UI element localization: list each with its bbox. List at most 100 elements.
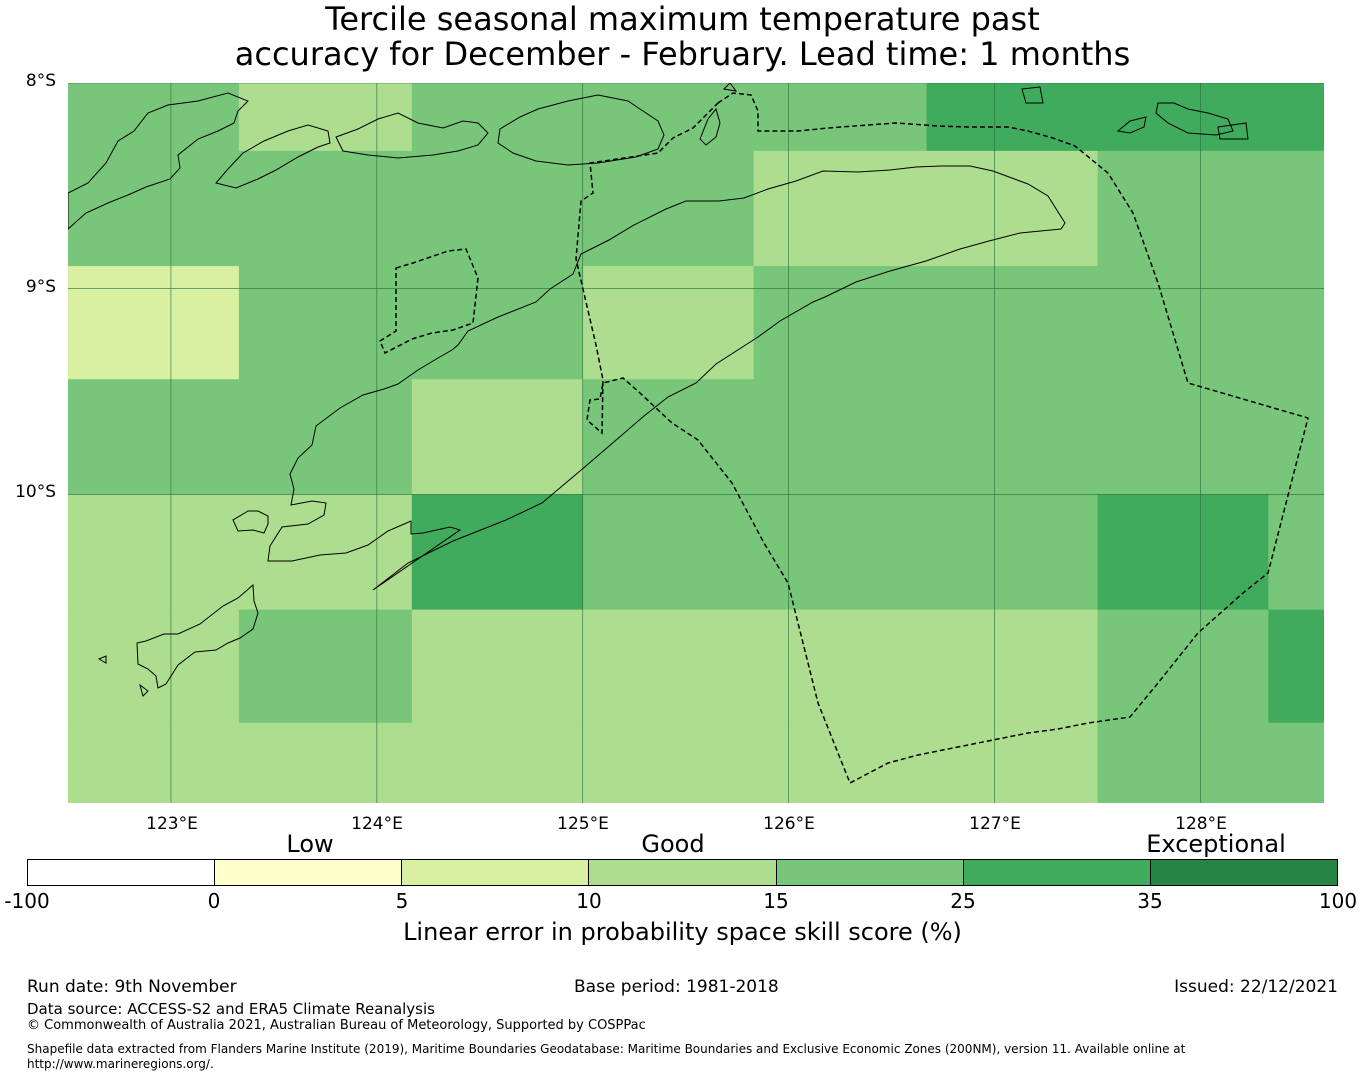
map-title-line-1: Tercile seasonal maximum temperature pas… [325, 0, 1040, 38]
grid-cell [411, 83, 584, 152]
grid-cell [926, 150, 1099, 267]
grid-cell [582, 150, 755, 267]
grid-cell [68, 609, 240, 724]
grid-cell [926, 609, 1099, 724]
colorbar-segment [214, 860, 402, 885]
grid-cell [926, 494, 1099, 611]
colorbar-segment [962, 860, 1150, 885]
grid-cell [1097, 609, 1269, 724]
coastline-atauro [699, 107, 721, 146]
colorbar-tick-0: 0 [207, 889, 221, 913]
maritime-boundaries [379, 92, 1309, 785]
coastline-kisar [1021, 86, 1044, 104]
grid-cell [68, 266, 240, 380]
grid-cell [68, 379, 240, 495]
colorbar-segment [1149, 860, 1337, 885]
grid-cell [238, 379, 413, 495]
skill-score-grid-cells [68, 83, 1324, 803]
grid-cell [753, 494, 928, 611]
grid-cell [1268, 609, 1324, 724]
grid-cell [582, 266, 755, 380]
grid-cell [582, 83, 755, 152]
category-label-low: Low [286, 830, 334, 858]
grid-cell [411, 266, 584, 380]
grid-cell [926, 722, 1099, 803]
coastline-wetar [497, 94, 665, 166]
lon-label-128e: 128°E [1175, 814, 1227, 834]
grid-cell [1268, 150, 1324, 267]
coastline-moa [1116, 116, 1147, 134]
coastline-leti [1155, 102, 1234, 136]
coastline-timor [267, 165, 1066, 591]
shapefile-credit-line-1: Shapefile data extracted from Flanders M… [27, 1042, 1186, 1056]
colorbar-tick-25: 25 [950, 889, 976, 913]
lon-label-123e: 123°E [146, 814, 198, 834]
grid-cell [1268, 494, 1324, 611]
grid-cell [1097, 83, 1269, 152]
grid-cell [68, 150, 240, 267]
coastline-flores [68, 92, 249, 230]
lon-label-126e: 126°E [763, 814, 815, 834]
grid-cell [582, 609, 755, 724]
grid-cell [238, 494, 413, 611]
grid-cell [753, 722, 928, 803]
issued-date: Issued: 22/12/2021 [1174, 977, 1338, 997]
grid-cell [1268, 83, 1324, 152]
grid-cell [68, 722, 240, 803]
grid-cell [926, 266, 1099, 380]
lon-label-127e: 127°E [969, 814, 1021, 834]
lon-label-125e: 125°E [557, 814, 609, 834]
copyright: © Commonwealth of Australia 2021, Austra… [27, 1018, 646, 1033]
grid-cell [582, 722, 755, 803]
grid-cell [926, 83, 1099, 152]
lon-label-124e: 124°E [351, 814, 403, 834]
grid-cell [1268, 379, 1324, 495]
grid-cell [238, 266, 413, 380]
colorbar-segment [588, 860, 776, 885]
category-label-good: Good [641, 830, 705, 858]
lat-lon-gridlines [68, 83, 1324, 803]
eez-boundary-oecusse [379, 248, 479, 355]
grid-cell [1097, 379, 1269, 495]
grid-cell [411, 722, 584, 803]
coastline-islet-1 [97, 655, 107, 664]
grid-cell [411, 379, 584, 495]
grid-cell [753, 609, 928, 724]
grid-cell [68, 494, 240, 611]
base-period: Base period: 1981-2018 [574, 977, 779, 997]
grid-cell [753, 83, 928, 152]
colorbar-tick-neg100: -100 [4, 889, 50, 913]
grid-cell [1097, 722, 1269, 803]
eez-boundary-timor-leste [575, 92, 1309, 785]
grid-cell [1097, 150, 1269, 267]
grid-cell [753, 266, 928, 380]
colorbar-segment [28, 860, 215, 885]
coastline-rote [232, 510, 269, 534]
colorbar-segment [401, 860, 589, 885]
data-source: Data source: ACCESS-S2 and ERA5 Climate … [27, 1000, 435, 1018]
colorbar-tick-15: 15 [763, 889, 789, 913]
grid-cell [582, 494, 755, 611]
lat-label-10s: 10°S [15, 482, 56, 502]
grid-cell [926, 379, 1099, 495]
category-label-exceptional: Exceptional [1146, 830, 1286, 858]
map-title-line-2: accuracy for December - February. Lead t… [234, 35, 1131, 73]
grid-cell [1268, 722, 1324, 803]
grid-cell [1268, 266, 1324, 380]
grid-cell [753, 150, 928, 267]
lat-label-8s: 8°S [25, 71, 56, 91]
grid-cell [411, 609, 584, 724]
grid-cell [411, 150, 584, 267]
grid-cell [238, 150, 413, 267]
grid-cell [411, 494, 584, 611]
colorbar-tick-100: 100 [1318, 889, 1358, 913]
coastline-alor [335, 112, 489, 159]
grid-cell [1097, 494, 1269, 611]
colorbar [27, 859, 1338, 886]
grid-cell [1097, 266, 1269, 380]
grid-cell [68, 83, 240, 152]
colorbar-label: Linear error in probability space skill … [403, 918, 962, 946]
coastline-islet-3 [722, 83, 738, 92]
colorbar-tick-35: 35 [1137, 889, 1163, 913]
coastlines [68, 83, 1249, 697]
